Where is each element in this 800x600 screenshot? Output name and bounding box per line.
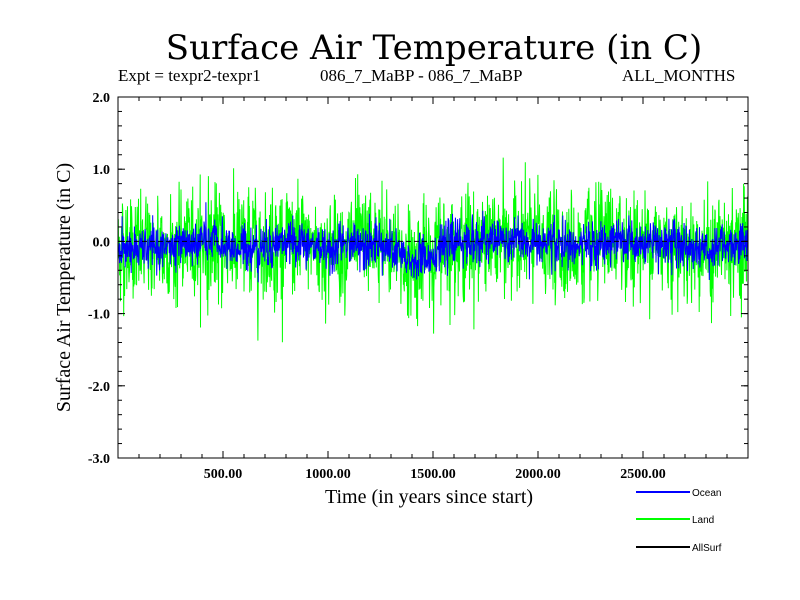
y-tick-label: 1.0 bbox=[93, 163, 111, 178]
experiment-label: Expt = texpr2-texpr1 bbox=[118, 66, 261, 85]
x-tick-label: 2500.00 bbox=[620, 467, 666, 482]
x-tick-label: 1000.00 bbox=[305, 467, 351, 482]
x-tick-label: 500.00 bbox=[204, 467, 243, 482]
ocean-series-line bbox=[118, 202, 748, 283]
legend-label-allsurf: AllSurf bbox=[692, 543, 722, 554]
comparison-label: 086_7_MaBP - 086_7_MaBP bbox=[320, 66, 523, 85]
legend-label-land: Land bbox=[692, 515, 714, 526]
x-tick-label: 2000.00 bbox=[515, 467, 561, 482]
y-tick-label: 0.0 bbox=[93, 235, 111, 250]
chart-title: Surface Air Temperature (in C) bbox=[165, 28, 703, 68]
x-tick-label: 1500.00 bbox=[410, 467, 456, 482]
x-axis-label: Time (in years since start) bbox=[325, 486, 533, 508]
y-tick-label: -3.0 bbox=[88, 452, 110, 467]
y-tick-label: 2.0 bbox=[93, 91, 111, 106]
y-tick-label: -1.0 bbox=[88, 308, 110, 323]
y-axis-label: Surface Air Temperature (in C) bbox=[53, 163, 75, 412]
months-label: ALL_MONTHS bbox=[622, 66, 736, 85]
y-tick-label: -2.0 bbox=[88, 380, 110, 395]
legend-label-ocean: Ocean bbox=[692, 488, 721, 499]
